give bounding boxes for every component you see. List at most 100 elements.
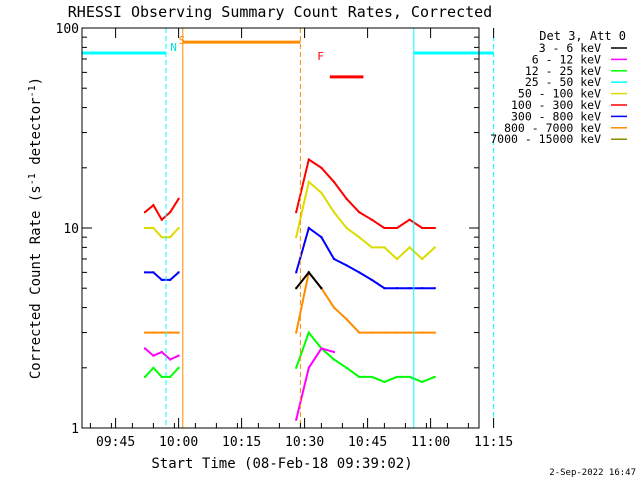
series-point-1-2-9 [396,227,398,229]
series-point-3-2-9 [396,287,398,290]
series-point-4-1-3 [160,331,163,334]
y-tick-label-1: 1 [71,422,79,437]
series-point-4-2-11 [421,331,424,334]
series-point-5-1-2 [152,366,155,369]
series-point-4-2-4 [333,306,335,309]
series-point-2-2-2 [307,180,310,183]
series-point-2-1-2 [152,227,155,229]
series-point-2-1-1 [144,227,146,229]
series-point-1-1-4 [169,211,172,214]
series-point-1-2-2 [307,158,310,161]
x-tick-label-4: 10:30 [285,435,324,450]
series-point-5-2-1 [295,366,298,369]
series-point-3-1-3 [160,278,163,281]
series-point-2-1-4 [169,236,172,239]
series-line-1-segment-2 [295,157,435,229]
legend-label-3: 12 - 25 keV [525,64,601,78]
series-point-4-2-7 [370,331,373,334]
series-point-4-1-4 [169,331,172,334]
series-point-4-1-2 [152,331,155,334]
series-point-2-2-12 [433,246,436,249]
series-point-3-2-5 [345,264,348,267]
series-point-3-2-3 [320,236,323,239]
chart-title: RHESSI Observing Summary Count Rates, Co… [68,3,492,21]
annotation-n: N [170,41,177,54]
series-point-2-1-5 [177,227,180,229]
series-point-3-2-12 [433,287,436,290]
y-tick-label-2: 10 [63,222,79,237]
annotation-f: F [317,50,324,63]
series-point-5-1-3 [160,375,163,378]
series-line-6-segment-2 [295,347,335,420]
series-layer [144,157,436,421]
series-point-5-2-11 [421,380,424,383]
legend-label-1: 3 - 6 keV [539,41,601,55]
x-tick-label-1: 09:45 [96,435,135,450]
series-point-2-2-9 [396,257,398,260]
series-point-5-2-4 [333,358,335,361]
series-point-1-1-1 [144,211,146,214]
series-point-6-2-2 [307,366,310,369]
series-point-6-2-4 [333,350,335,353]
series-point-2-2-7 [370,246,373,249]
series-point-6-1-4 [169,358,172,361]
series-point-5-1-5 [177,366,180,369]
series-point-1-1-3 [160,218,163,221]
series-point-2-2-4 [333,211,335,214]
y-label-sup-2: -1 [27,85,38,97]
series-point-1-2-12 [433,227,436,229]
series-point-5-2-10 [408,375,411,378]
series-point-5-2-6 [358,375,361,378]
series-point-6-2-3 [320,347,323,350]
series-point-1-1-5 [177,197,180,200]
series-point-3-2-8 [383,287,386,290]
series-point-2-2-8 [383,246,386,249]
series-point-3-2-7 [370,278,373,281]
series-point-4-1-5 [177,331,180,334]
series-point-5-2-5 [345,366,348,369]
x-tick-label-5: 10:45 [348,435,387,450]
series-point-5-2-12 [433,375,436,378]
series-point-5-2-9 [396,375,398,378]
series-point-1-2-1 [295,211,298,214]
x-axis: 09:45 10:00 10:15 10:30 10:45 11:00 11:15 [89,28,513,450]
y-label-part-1: Corrected Count Rate (s [28,185,44,379]
series-point-7-1-2 [307,271,310,274]
legend-label-6: 100 - 300 keV [511,98,601,112]
legend-label-4: 25 - 50 keV [525,75,601,89]
y-axis-label: Corrected Count Rate (s-1 detector-1) [27,77,44,379]
series-point-1-2-8 [383,227,386,229]
series-point-7-1-1 [295,287,298,290]
series-point-5-2-8 [383,380,386,383]
series-point-4-2-5 [345,318,348,321]
series-point-2-2-3 [320,191,323,194]
y-label-part-3: ) [28,77,44,85]
series-point-4-2-10 [408,331,411,334]
series-point-1-2-4 [333,180,335,183]
series-point-1-2-7 [370,218,373,221]
annotation-s: S [179,34,186,47]
legend-header: Det 3, Att 0 [539,29,626,43]
series-point-2-2-11 [421,257,424,260]
series-point-1-2-11 [421,227,424,229]
series-point-6-1-2 [152,354,155,357]
legend-label-7: 300 - 800 keV [511,109,601,123]
series-point-6-2-1 [295,418,298,421]
series-point-1-2-6 [358,211,361,214]
series-point-4-2-6 [358,331,361,334]
series-line-2-segment-2 [295,180,436,261]
x-axis-label: Start Time (08-Feb-18 09:39:02) [151,456,412,472]
series-point-3-2-10 [408,287,411,290]
series-point-4-2-12 [433,331,436,334]
series-point-6-1-1 [144,347,146,350]
series-point-3-2-2 [307,227,310,229]
date-stamp: 2-Sep-2022 16:47 [549,468,636,478]
series-point-6-1-3 [160,350,163,353]
x-tick-label-3: 10:15 [222,435,261,450]
series-point-1-1-2 [152,204,155,207]
series-point-2-2-10 [408,246,411,249]
series-point-2-2-5 [345,227,348,229]
legend-label-9: 7000 - 15000 keV [490,132,601,146]
